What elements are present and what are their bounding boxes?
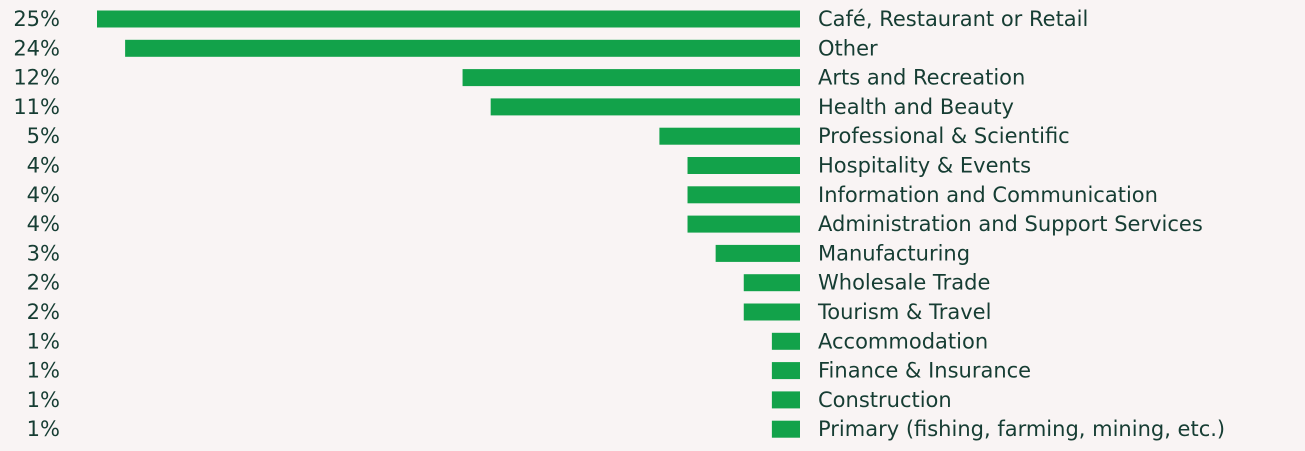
bar xyxy=(687,157,800,174)
value-label: 1% xyxy=(27,417,60,441)
value-label: 4% xyxy=(27,212,60,236)
value-label: 25% xyxy=(13,7,60,31)
category-label: Primary (fishing, farming, mining, etc.) xyxy=(818,417,1225,441)
value-label: 5% xyxy=(27,124,60,148)
bar xyxy=(659,127,800,145)
bar xyxy=(771,332,800,350)
bar xyxy=(771,391,800,409)
category-label: Café, Restaurant or Retail xyxy=(818,7,1088,31)
value-label: 4% xyxy=(27,154,60,178)
bar xyxy=(771,420,800,438)
category-label: Administration and Support Services xyxy=(818,212,1203,236)
category-label: Finance & Insurance xyxy=(818,359,1031,383)
category-label: Professional & Scientific xyxy=(818,124,1070,148)
bar xyxy=(97,10,800,28)
bar xyxy=(771,362,800,380)
category-label: Manufacturing xyxy=(818,241,970,265)
category-label: Other xyxy=(818,36,878,60)
bar xyxy=(743,274,800,292)
value-label: 1% xyxy=(27,329,60,353)
bar xyxy=(687,186,800,204)
category-label: Arts and Recreation xyxy=(818,66,1025,90)
bar xyxy=(125,39,801,57)
value-label: 24% xyxy=(13,36,60,60)
value-label: 2% xyxy=(27,271,60,295)
category-label: Accommodation xyxy=(818,329,988,353)
value-label: 1% xyxy=(27,388,60,412)
category-label: Information and Communication xyxy=(818,183,1158,207)
category-label: Hospitality & Events xyxy=(818,154,1031,178)
value-label: 1% xyxy=(27,359,60,383)
category-label: Health and Beauty xyxy=(818,95,1014,119)
bar xyxy=(490,98,800,116)
value-label: 3% xyxy=(27,241,60,265)
bar xyxy=(715,244,800,262)
category-label: Construction xyxy=(818,388,952,412)
value-label: 2% xyxy=(27,300,60,324)
value-label: 11% xyxy=(13,95,60,119)
bar xyxy=(743,303,800,321)
bar xyxy=(462,69,800,87)
bar xyxy=(687,215,800,233)
value-label: 12% xyxy=(13,66,60,90)
category-label: Tourism & Travel xyxy=(817,300,991,324)
value-label: 4% xyxy=(27,183,60,207)
category-label: Wholesale Trade xyxy=(818,271,990,295)
